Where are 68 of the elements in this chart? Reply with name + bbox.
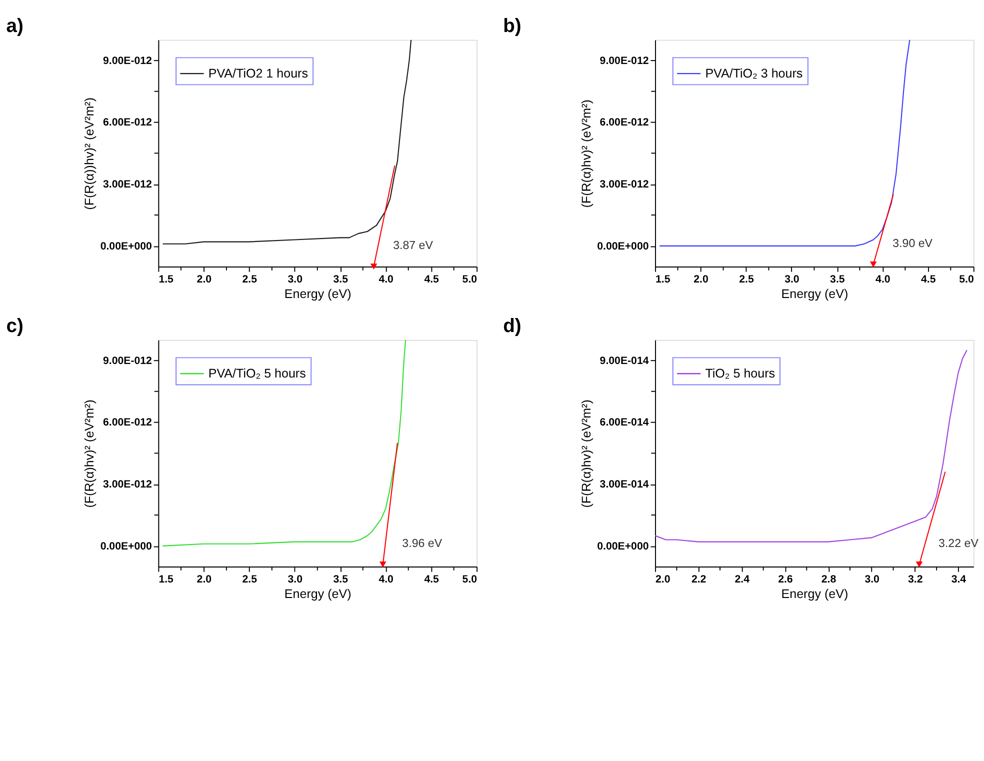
y-tick-label: 3.00E-012 (102, 178, 152, 190)
annotation: 3.90 eV (892, 238, 933, 250)
x-axis-title: Energy (eV) (284, 586, 352, 601)
y-tick-label: 3.00E-012 (102, 478, 152, 490)
y-tick-label: 0.00E+000 (100, 540, 152, 552)
y-tick-label: 6.00E-012 (102, 116, 152, 129)
y-axis-title: (F(R(α))hv)² (eV²m²) (82, 97, 97, 210)
annotation: 3.87 eV (393, 240, 434, 252)
x-tick-label: 3.2 (908, 573, 923, 586)
y-tick-label: 0.00E+000 (100, 240, 152, 252)
x-tick-label: 2.5 (242, 573, 258, 586)
y-tick-label: 0.00E+000 (597, 540, 649, 552)
chart-title: b) (503, 16, 522, 38)
x-tick-label: 4.0 (378, 273, 394, 286)
x-tick-label: 2.5 (739, 273, 754, 286)
y-tick-label: 6.00E-012 (102, 416, 152, 429)
chart-title: d) (503, 316, 522, 338)
legend-label: TiO₂ 5 hours (705, 366, 776, 380)
x-tick-label: 3.0 (784, 273, 800, 286)
y-tick-label: 6.00E-012 (600, 116, 649, 129)
x-tick-label: 4.0 (378, 573, 394, 586)
x-tick-label: 3.0 (288, 273, 303, 286)
legend-label: PVA/TiO2 1 hours (208, 66, 308, 80)
x-tick-label: 4.5 (424, 573, 440, 586)
y-tick-label: 0.00E+000 (597, 240, 649, 252)
x-tick-label: 3.0 (288, 573, 303, 586)
x-axis-title: Energy (eV) (781, 286, 848, 301)
x-axis-title: Energy (eV) (781, 586, 848, 601)
y-tick-label: 9.00E-012 (102, 54, 152, 67)
y-axis-title: (F(R(α)hv)² (eV²m²) (579, 100, 594, 208)
x-tick-label: 2.2 (691, 573, 706, 586)
x-tick-label: 4.0 (876, 273, 890, 286)
y-tick-label: 9.00E-014 (600, 354, 649, 367)
x-tick-label: 2.0 (656, 573, 670, 586)
x-tick-label: 2.0 (694, 273, 708, 286)
chart-title: a) (6, 16, 24, 38)
x-tick-label: 2.6 (778, 573, 793, 586)
x-tick-label: 1.5 (158, 573, 174, 586)
x-tick-label: 2.8 (821, 573, 836, 586)
x-tick-label: 2.0 (196, 273, 212, 286)
y-tick-label: 6.00E-014 (600, 416, 649, 429)
x-tick-label: 4.5 (921, 273, 936, 286)
x-tick-label: 1.5 (158, 273, 174, 286)
x-tick-label: 5.0 (959, 273, 974, 286)
x-tick-label: 1.5 (656, 273, 670, 286)
y-tick-label: 9.00E-012 (600, 54, 649, 67)
annotation: 3.96 eV (402, 538, 442, 550)
x-axis-title: Energy (eV) (284, 286, 352, 301)
legend-label: PVA/TiO₂ 5 hours (208, 366, 306, 380)
x-tick-label: 3.4 (951, 573, 966, 586)
chart-title: c) (6, 316, 24, 338)
y-tick-label: 3.00E-012 (600, 178, 649, 190)
x-tick-label: 2.0 (196, 573, 212, 586)
annotation: 3.22 eV (938, 538, 979, 550)
x-tick-label: 3.5 (333, 273, 348, 286)
y-tick-label: 9.00E-012 (102, 354, 152, 367)
y-tick-label: 3.00E-014 (600, 478, 649, 490)
x-tick-label: 4.5 (424, 273, 440, 286)
x-tick-label: 2.5 (242, 273, 258, 286)
y-axis-title: (F(R(α)hv)² (eV²m²) (579, 400, 594, 508)
x-tick-label: 3.0 (864, 573, 880, 586)
x-tick-label: 3.5 (830, 273, 845, 286)
x-tick-label: 5.0 (462, 573, 478, 586)
y-axis-title: (F(R(α)hv)² (eV²m²) (82, 400, 97, 508)
x-tick-label: 3.5 (333, 573, 348, 586)
legend-label: PVA/TiO₂ 3 hours (705, 66, 803, 80)
x-tick-label: 5.0 (462, 273, 478, 286)
x-tick-label: 2.4 (734, 573, 750, 586)
